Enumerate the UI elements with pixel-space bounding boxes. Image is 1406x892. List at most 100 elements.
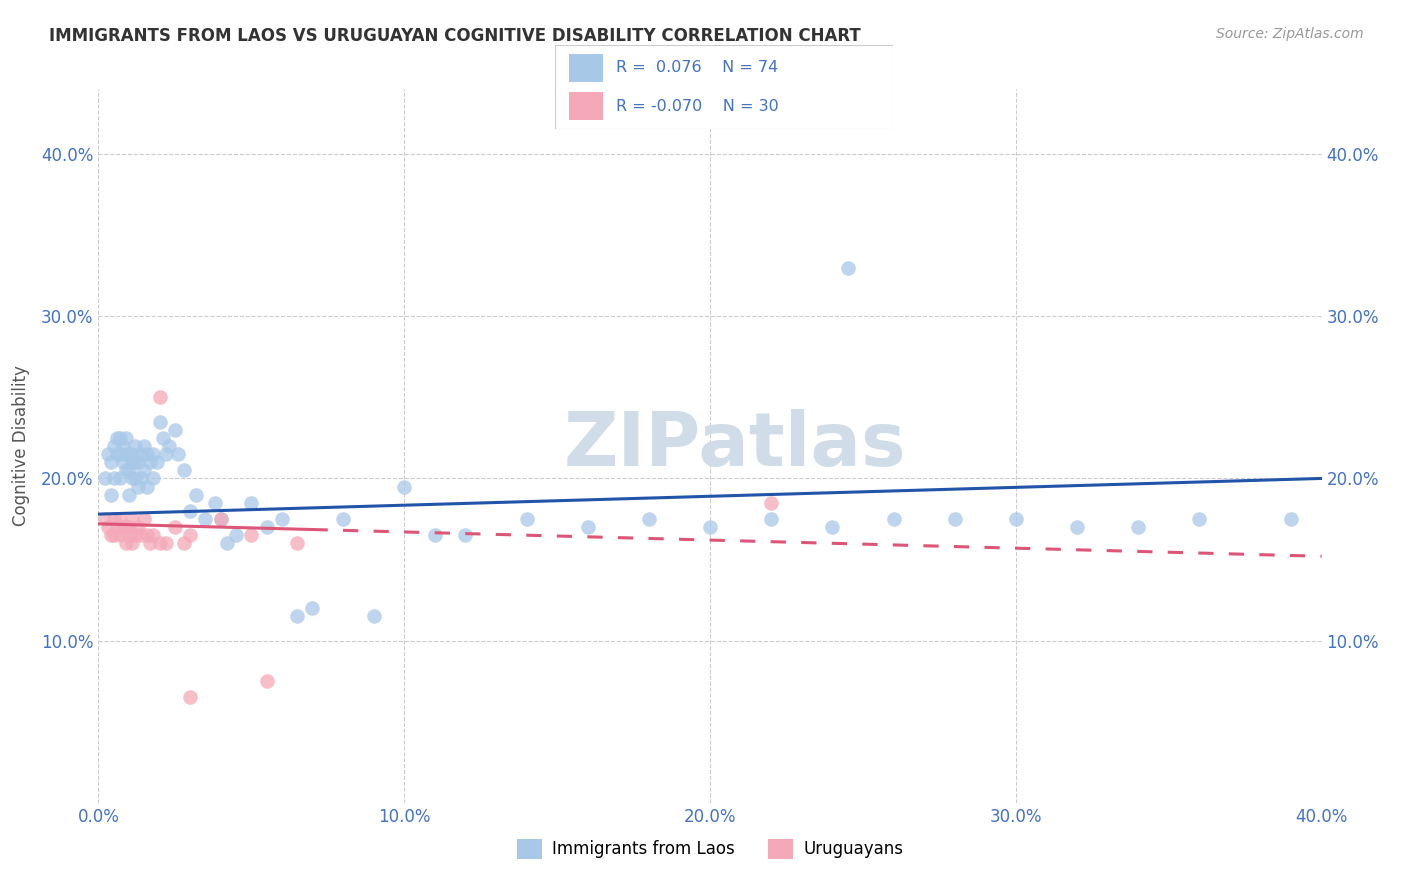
- Point: [256, 674, 278, 689]
- Point: [121, 536, 143, 550]
- Point: [142, 471, 165, 485]
- Point: [127, 520, 149, 534]
- Point: [115, 520, 138, 534]
- Point: [699, 520, 721, 534]
- Point: [285, 609, 308, 624]
- Point: [157, 439, 180, 453]
- Point: [270, 512, 292, 526]
- Point: [1188, 512, 1211, 526]
- Point: [821, 520, 844, 534]
- Point: [121, 512, 143, 526]
- Point: [179, 528, 201, 542]
- Point: [136, 528, 159, 542]
- Point: [167, 447, 190, 461]
- Point: [100, 528, 122, 542]
- Point: [139, 455, 162, 469]
- Point: [121, 447, 143, 461]
- Point: [149, 415, 172, 429]
- Point: [127, 479, 149, 493]
- Point: [111, 455, 134, 469]
- Point: [121, 471, 143, 485]
- Point: [127, 455, 149, 469]
- Point: [155, 447, 177, 461]
- Point: [163, 520, 186, 534]
- Bar: [569, 92, 603, 120]
- Point: [100, 455, 122, 469]
- Point: [129, 528, 152, 542]
- Point: [118, 447, 141, 461]
- Point: [124, 439, 146, 453]
- Point: [173, 463, 195, 477]
- Point: [97, 447, 120, 461]
- Bar: [569, 54, 603, 82]
- Point: [173, 536, 195, 550]
- Text: R =  0.076    N = 74: R = 0.076 N = 74: [616, 61, 779, 76]
- Point: [108, 471, 131, 485]
- Point: [240, 528, 263, 542]
- Point: [145, 455, 167, 469]
- Text: Source: ZipAtlas.com: Source: ZipAtlas.com: [1216, 27, 1364, 41]
- Point: [100, 488, 122, 502]
- Point: [179, 690, 201, 705]
- Point: [301, 601, 323, 615]
- Point: [142, 447, 165, 461]
- Point: [149, 390, 172, 404]
- Point: [124, 455, 146, 469]
- Point: [215, 536, 238, 550]
- Point: [108, 528, 131, 542]
- Point: [1128, 520, 1150, 534]
- Point: [209, 512, 232, 526]
- Point: [194, 512, 217, 526]
- Text: ZIPatlas: ZIPatlas: [564, 409, 905, 483]
- Point: [363, 609, 385, 624]
- Point: [1066, 520, 1088, 534]
- Point: [204, 496, 226, 510]
- Point: [103, 471, 125, 485]
- Point: [759, 496, 782, 510]
- Point: [115, 447, 138, 461]
- Point: [136, 479, 159, 493]
- Point: [1004, 512, 1026, 526]
- Point: [179, 504, 201, 518]
- Point: [759, 512, 782, 526]
- Point: [118, 520, 141, 534]
- Point: [209, 512, 232, 526]
- Point: [285, 536, 308, 550]
- Point: [155, 536, 177, 550]
- Point: [134, 512, 156, 526]
- Point: [103, 439, 125, 453]
- Y-axis label: Cognitive Disability: Cognitive Disability: [11, 366, 30, 526]
- Point: [240, 496, 263, 510]
- Point: [837, 260, 859, 275]
- Point: [115, 463, 138, 477]
- Point: [111, 520, 134, 534]
- Point: [93, 471, 115, 485]
- Point: [118, 488, 141, 502]
- Point: [105, 520, 128, 534]
- Point: [136, 447, 159, 461]
- Point: [1279, 512, 1302, 526]
- Point: [108, 447, 131, 461]
- Point: [129, 471, 152, 485]
- Point: [576, 520, 599, 534]
- Point: [93, 512, 115, 526]
- Point: [118, 463, 141, 477]
- Point: [129, 447, 152, 461]
- Point: [332, 512, 354, 526]
- Point: [105, 447, 128, 461]
- Point: [883, 512, 905, 526]
- Point: [105, 431, 128, 445]
- Point: [186, 488, 208, 502]
- Point: [124, 528, 146, 542]
- Point: [115, 536, 138, 550]
- Point: [423, 528, 446, 542]
- Legend: Immigrants from Laos, Uruguayans: Immigrants from Laos, Uruguayans: [510, 832, 910, 866]
- Point: [111, 439, 134, 453]
- Point: [103, 512, 125, 526]
- Point: [108, 431, 131, 445]
- Point: [516, 512, 538, 526]
- Point: [637, 512, 661, 526]
- Text: IMMIGRANTS FROM LAOS VS URUGUAYAN COGNITIVE DISABILITY CORRELATION CHART: IMMIGRANTS FROM LAOS VS URUGUAYAN COGNIT…: [49, 27, 860, 45]
- Point: [103, 528, 125, 542]
- Point: [149, 536, 172, 550]
